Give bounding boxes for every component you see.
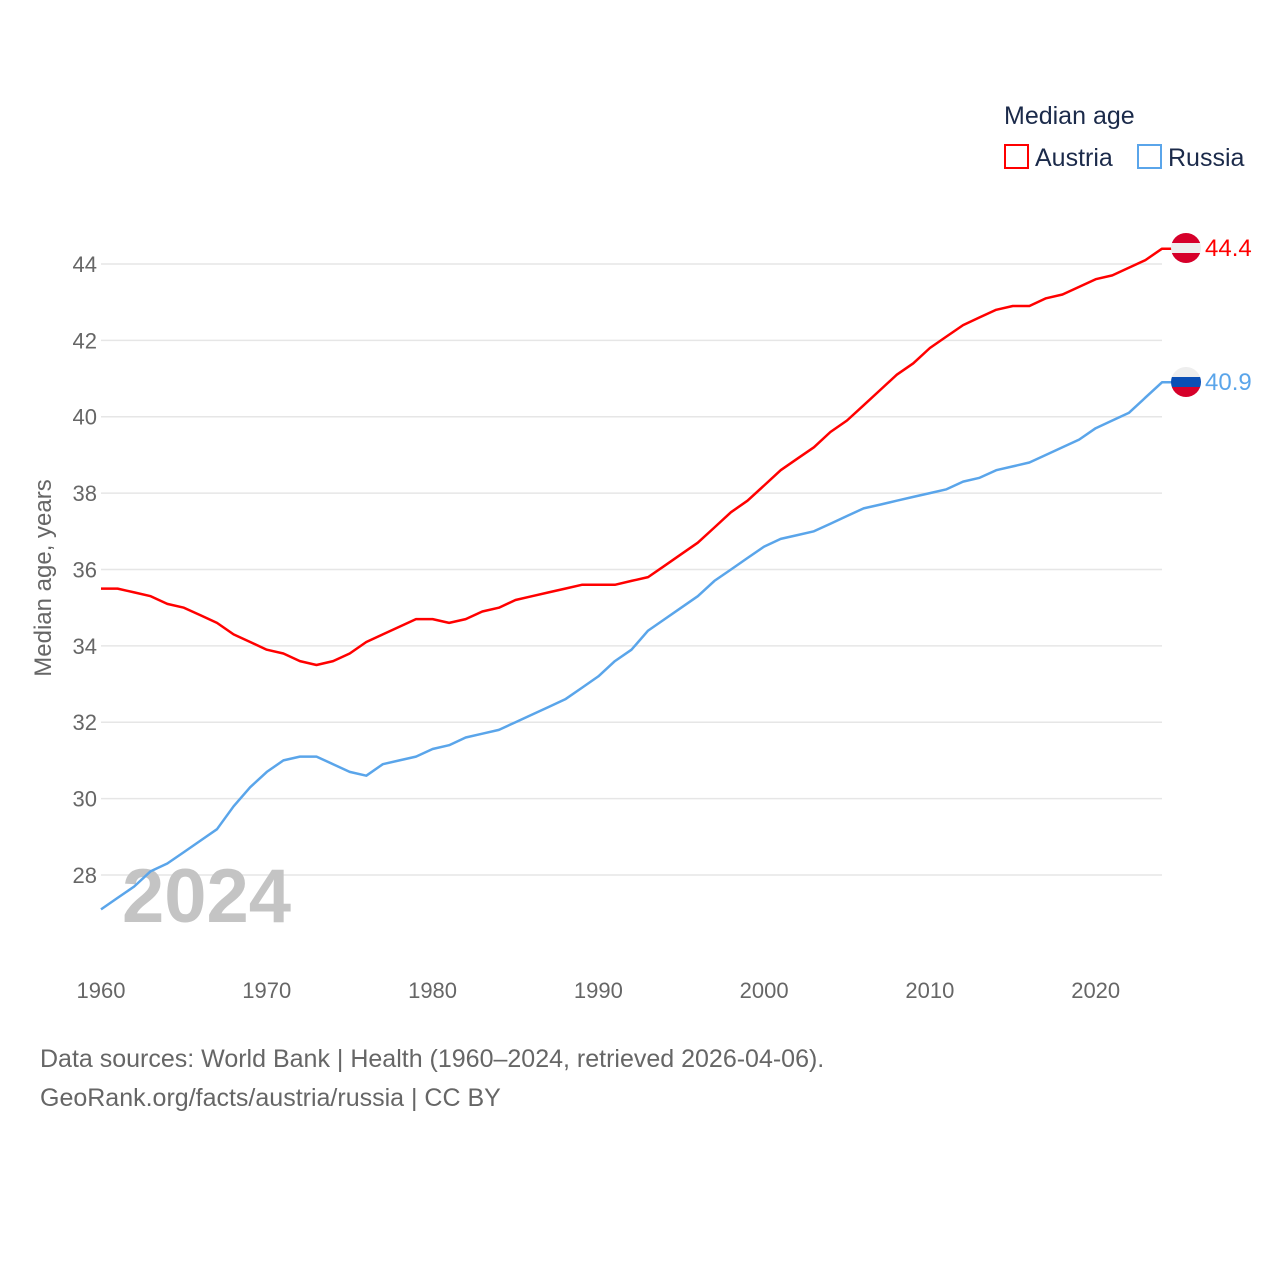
x-tick-label: 2020 <box>1071 978 1120 1003</box>
y-tick-label: 36 <box>73 557 97 582</box>
legend-item-austria[interactable]: Austria <box>1004 144 1113 172</box>
year-watermark: 2024 <box>122 854 291 939</box>
x-tick-label: 1990 <box>574 978 623 1003</box>
legend-swatch-austria <box>1004 144 1029 169</box>
y-tick-label: 30 <box>73 787 97 812</box>
legend-item-russia[interactable]: Russia <box>1137 144 1245 172</box>
x-tick-label: 1980 <box>408 978 457 1003</box>
austria-flag-icon <box>1171 233 1201 263</box>
x-tick-label: 2010 <box>905 978 954 1003</box>
end-label-russia: 40.9 <box>1205 369 1252 396</box>
y-tick-label: 40 <box>73 405 97 430</box>
y-axis-label: Median age, years <box>30 479 57 676</box>
legend-label-austria: Austria <box>1035 144 1113 172</box>
legend-title: Median age <box>1004 102 1135 130</box>
legend-label-russia: Russia <box>1168 144 1245 172</box>
legend-swatch-russia <box>1137 144 1162 169</box>
y-tick-label: 44 <box>73 252 97 277</box>
y-tick-label: 32 <box>73 710 97 735</box>
data-source-note: Data sources: World Bank | Health (1960–… <box>40 1045 825 1073</box>
source-link[interactable]: GeoRank.org/facts/austria/russia | CC BY <box>40 1084 501 1112</box>
x-tick-label: 1960 <box>77 978 126 1003</box>
end-label-austria: 44.4 <box>1205 235 1252 262</box>
y-tick-label: 28 <box>73 863 97 888</box>
y-tick-label: 38 <box>73 481 97 506</box>
series-line-austria[interactable] <box>101 247 1172 667</box>
y-tick-label: 42 <box>73 328 97 353</box>
russia-flag-icon <box>1171 367 1201 397</box>
x-tick-label: 1970 <box>242 978 291 1003</box>
y-tick-label: 34 <box>73 634 97 659</box>
x-tick-label: 2000 <box>740 978 789 1003</box>
series-line-russia[interactable] <box>100 381 1172 911</box>
